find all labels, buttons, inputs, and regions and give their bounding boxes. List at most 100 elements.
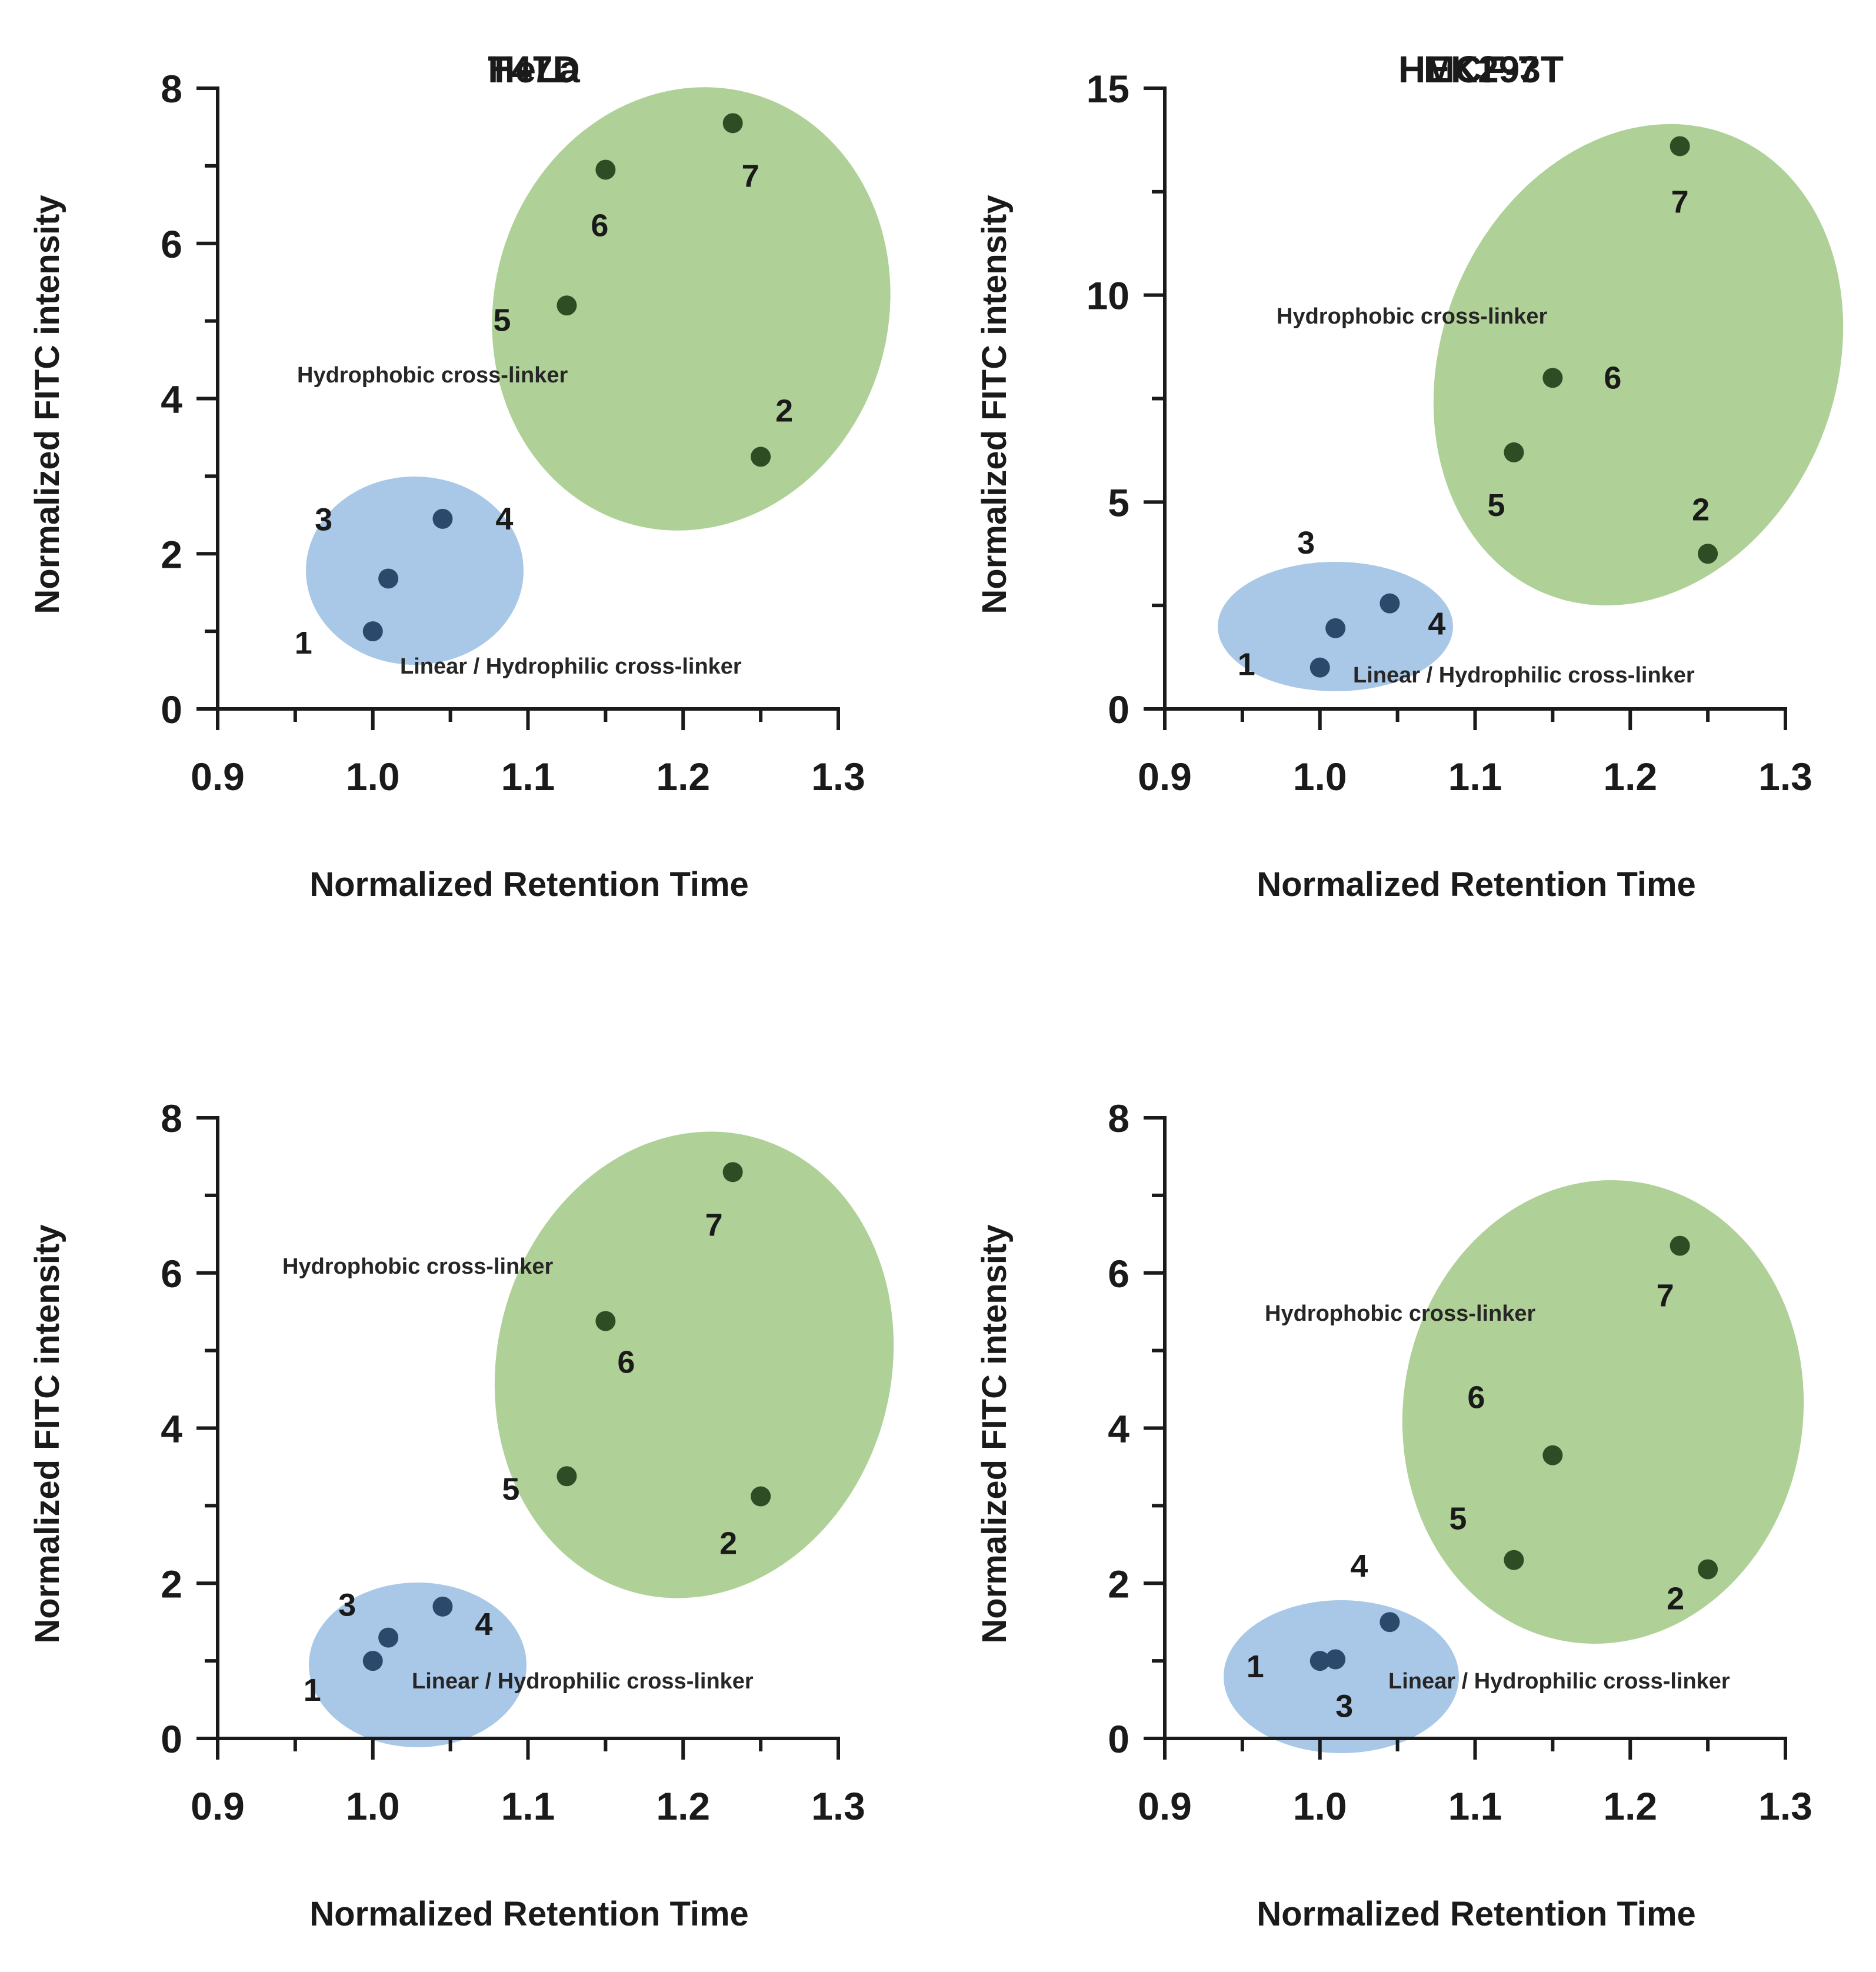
data-point <box>1698 1559 1718 1580</box>
y-tick-label: 0 <box>161 1717 182 1761</box>
x-tick-label: 1.0 <box>1293 1784 1347 1828</box>
chart-title: T47D <box>488 48 580 91</box>
data-point-label: 4 <box>495 501 513 537</box>
linear-group-label: Linear / Hydrophilic cross-linker <box>400 654 742 679</box>
chart-panel-4: HEK293T 0 2 4 6 8 0.9 1.0 1.1 1.2 1.3 Normalized Re… <box>975 48 1812 1933</box>
y-tick-label: 6 <box>161 222 182 266</box>
x-tick-label: 1.2 <box>656 755 710 798</box>
data-point <box>378 1627 399 1648</box>
data-point-label: 3 <box>315 502 332 537</box>
y-axis-label: Normalized FITC intensity <box>975 1224 1014 1643</box>
data-point-label: 1 <box>304 1673 321 1708</box>
data-point <box>722 1162 743 1182</box>
x-tick-label: 0.9 <box>1138 755 1192 798</box>
x-tick-label: 1.1 <box>1448 1784 1502 1828</box>
data-point <box>722 113 743 134</box>
x-axis-label: Normalized Retention Time <box>1257 1895 1696 1933</box>
linear-group-ellipse <box>309 1583 527 1747</box>
data-point <box>1670 136 1690 156</box>
data-point-label: 4 <box>1428 607 1445 642</box>
y-tick-label: 15 <box>1087 67 1129 111</box>
x-tick-label: 1.1 <box>501 1784 555 1828</box>
x-tick-label: 1.3 <box>811 755 865 798</box>
x-tick-label: 0.9 <box>191 755 245 798</box>
data-point <box>378 568 399 589</box>
data-point-label: 5 <box>493 302 511 338</box>
data-point <box>557 295 577 316</box>
data-point-label: 5 <box>1487 488 1505 523</box>
data-point <box>1542 368 1563 388</box>
y-tick-label: 0 <box>161 688 182 731</box>
data-point-label: 1 <box>295 625 312 661</box>
x-tick-label: 1.2 <box>656 1784 710 1828</box>
chart-panel-1: T47D 0 2 4 6 8 0.9 1.0 1.1 1.2 1.3 Normalized Reten… <box>28 48 891 904</box>
y-tick-label: 0 <box>1108 688 1129 731</box>
linear-group-label: Linear / Hydrophilic cross-linker <box>412 1669 754 1694</box>
y-tick-label: 8 <box>161 67 182 111</box>
data-point-label: 4 <box>475 1607 492 1642</box>
data-point <box>1325 618 1346 638</box>
data-point <box>557 1466 577 1487</box>
x-axis-label: Normalized Retention Time <box>1257 865 1696 904</box>
x-tick-label: 1.0 <box>1293 755 1347 798</box>
data-point <box>595 159 616 180</box>
y-tick-label: 5 <box>1108 481 1129 524</box>
chart-title: HEK293T <box>1398 48 1564 91</box>
data-point-label: 2 <box>1667 1581 1684 1617</box>
data-point <box>1698 544 1718 564</box>
y-tick-label: 2 <box>161 532 182 576</box>
x-tick-label: 1.2 <box>1603 1784 1657 1828</box>
data-point <box>1542 1445 1563 1465</box>
data-point-label: 2 <box>719 1526 737 1561</box>
linear-group-label: Linear / Hydrophilic cross-linker <box>1388 1669 1730 1694</box>
y-axis-label: Normalized FITC intensity <box>975 195 1014 614</box>
data-point <box>1309 657 1330 678</box>
data-point-label: 7 <box>705 1207 723 1243</box>
data-point-label: 6 <box>1467 1380 1485 1415</box>
hydrophobic-group-ellipse <box>1433 124 1844 606</box>
data-point <box>432 508 453 529</box>
x-tick-label: 0.9 <box>1138 1784 1192 1828</box>
data-point-label: 6 <box>1604 360 1621 395</box>
x-tick-label: 1.3 <box>1758 1784 1812 1828</box>
linear-group-label: Linear / Hydrophilic cross-linker <box>1353 663 1695 688</box>
data-point-label: 2 <box>775 393 793 428</box>
x-tick-label: 1.2 <box>1603 755 1657 798</box>
hydrophobic-group-ellipse <box>1402 1180 1804 1644</box>
data-point-label: 7 <box>1657 1278 1674 1314</box>
y-tick-label: 4 <box>161 378 182 421</box>
data-point <box>1309 1651 1330 1671</box>
data-point <box>595 1311 616 1331</box>
hydrophobic-group-label: Hydrophobic cross-linker <box>1265 1301 1536 1326</box>
hydrophobic-group-label: Hydrophobic cross-linker <box>282 1254 554 1279</box>
x-tick-label: 1.0 <box>346 755 400 798</box>
hydrophobic-group-label: Hydrophobic cross-linker <box>297 363 568 388</box>
y-tick-label: 4 <box>161 1407 182 1451</box>
linear-group-ellipse <box>306 477 524 665</box>
data-point <box>1379 593 1400 614</box>
data-point-label: 3 <box>338 1588 356 1623</box>
y-tick-label: 0 <box>1108 1717 1129 1761</box>
data-point-label: 4 <box>1350 1548 1368 1584</box>
y-tick-label: 6 <box>161 1252 182 1295</box>
x-tick-label: 0.9 <box>191 1784 245 1828</box>
y-tick-label: 2 <box>161 1562 182 1605</box>
chart-panel-3: HeLa 0 2 4 6 8 0.9 1.0 1.1 1.2 1.3 Normalized Reten… <box>28 48 894 1933</box>
y-axis-label: Normalized FITC intensity <box>28 195 66 614</box>
y-tick-label: 10 <box>1087 274 1129 318</box>
data-point <box>751 447 771 467</box>
chart-title: MCF-7 <box>1424 48 1539 91</box>
data-point-label: 6 <box>617 1345 635 1380</box>
y-tick-label: 4 <box>1108 1407 1129 1451</box>
data-point <box>1670 1235 1690 1256</box>
linear-group-ellipse <box>1224 1600 1459 1753</box>
y-tick-label: 6 <box>1108 1252 1129 1295</box>
data-point-label: 3 <box>1335 1688 1353 1724</box>
x-tick-label: 1.1 <box>1448 755 1502 798</box>
data-point-label: 1 <box>1247 1649 1264 1684</box>
y-tick-label: 2 <box>1108 1562 1129 1605</box>
data-point-label: 6 <box>591 208 608 243</box>
y-tick-label: 8 <box>161 1097 182 1140</box>
data-point <box>432 1596 453 1617</box>
x-axis-label: Normalized Retention Time <box>309 1895 749 1933</box>
